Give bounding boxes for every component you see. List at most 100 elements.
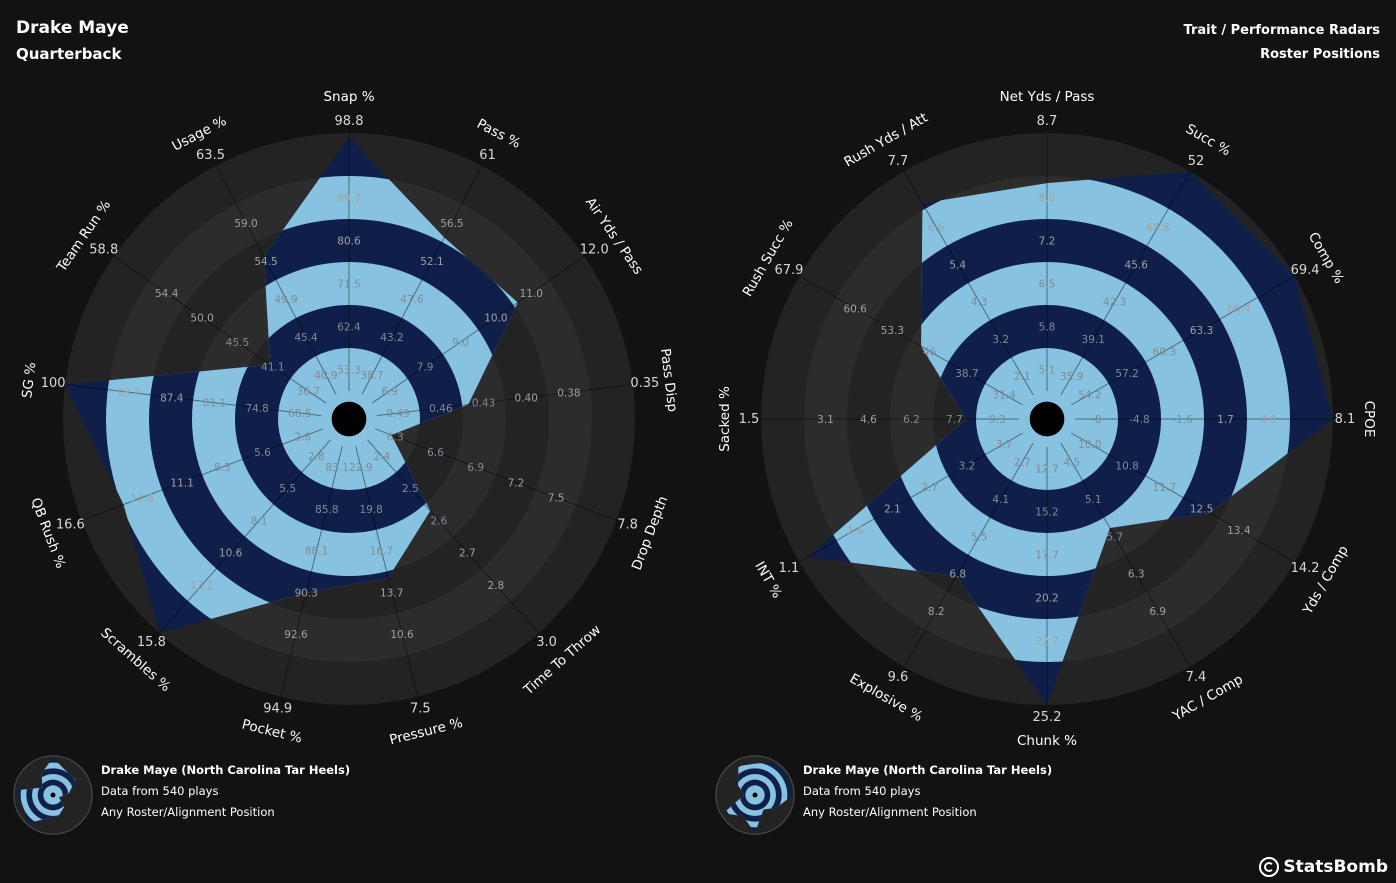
- tick-label: 3.7: [996, 439, 1013, 451]
- tick-label: 2.1: [884, 503, 901, 515]
- axis-label-qb-rush: QB Rush %: [27, 496, 68, 571]
- tick-label: 11.7: [1153, 482, 1176, 494]
- legend-alignment: Any Roster/Alignment Position: [803, 805, 977, 819]
- tick-label: 3.1: [817, 414, 834, 426]
- tick-label: 2.8: [488, 580, 505, 592]
- tick-label: 7.9: [417, 361, 434, 373]
- tick-label: 53.3: [881, 325, 904, 337]
- tick-label: 7.2: [508, 477, 525, 489]
- tick-label: 93.7: [117, 387, 140, 399]
- tick-label: 12.5: [1190, 503, 1213, 515]
- report-subtitle: Roster Positions: [1260, 47, 1380, 62]
- tick-label: 40.9: [314, 370, 337, 382]
- tick-label: 7.5: [548, 493, 565, 505]
- radar-spoke: [376, 384, 633, 417]
- tick-label: 6.9: [467, 462, 484, 474]
- performance-radar-chart: 5.1 5.8 6.5 7.2 8.0 8.7 35.9 39.1 42.3 45.6 48.8 52…: [717, 89, 1377, 749]
- tick-label: 85.8: [315, 504, 338, 516]
- radar-spoke: [65, 384, 322, 417]
- tick-label: 3.2: [992, 334, 1009, 346]
- tick-label: 53.3: [337, 365, 360, 377]
- tick-label: 45.4: [294, 332, 318, 344]
- tick-label: 7.4: [1186, 670, 1207, 685]
- tick-label: 4.9: [1260, 414, 1277, 426]
- radar-spoke: [903, 442, 1034, 667]
- tick-label: 2.7: [1014, 457, 1031, 469]
- tick-label: 2.7: [921, 482, 938, 494]
- radar-spoke: [799, 275, 1024, 406]
- axis-label-sacked: Sacked %: [717, 386, 733, 452]
- tick-label: 12.0: [580, 243, 609, 258]
- tick-label: 7.5: [410, 701, 431, 716]
- tick-label: 5.5: [971, 531, 988, 543]
- tick-label: 11.0: [520, 288, 543, 300]
- tick-label: 20.2: [1035, 593, 1058, 605]
- tick-label: 6.6: [928, 222, 945, 234]
- tick-label: 19.8: [359, 504, 382, 516]
- radar-spoke: [158, 439, 331, 634]
- tick-label: 36.7: [297, 386, 320, 398]
- tick-label: 5.6: [254, 447, 271, 459]
- tick-label: 3.0: [536, 635, 557, 650]
- axis-label-pressure: Pressure %: [388, 715, 465, 748]
- tick-label: 41.1: [261, 361, 284, 373]
- tick-label: 13.8: [130, 493, 153, 505]
- tick-label: 13.2: [190, 580, 213, 592]
- tick-label: 50.0: [190, 313, 213, 325]
- tick-label: 2.8: [308, 451, 325, 463]
- tick-label: 38.7: [360, 370, 383, 382]
- radar-spoke: [215, 165, 337, 395]
- radar-center: [752, 792, 758, 798]
- axis-label-comp: Comp %: [1305, 230, 1347, 287]
- tick-label: 90.3: [295, 587, 318, 599]
- tick-label: 10.0: [1078, 439, 1101, 451]
- tick-label: 0.38: [557, 387, 580, 399]
- tick-label: -4.8: [1129, 414, 1150, 426]
- tick-label: 8.3: [214, 462, 231, 474]
- trait-radar-thumbnail: [13, 755, 93, 835]
- axis-label-cpoe: CPOE: [1361, 401, 1377, 438]
- tick-label: 9.3: [989, 414, 1006, 426]
- axis-label-yac-comp: YAC / Comp: [1169, 671, 1246, 724]
- radar-spoke: [113, 256, 327, 404]
- tick-label: 4.3: [971, 297, 988, 309]
- tick-label: 8.1: [1335, 412, 1356, 427]
- tick-label: 7.7: [946, 414, 963, 426]
- radar-spoke: [1070, 275, 1295, 406]
- tick-label: 6.9: [381, 386, 398, 398]
- tick-label: 6.3: [387, 432, 404, 444]
- tick-label: 3.2: [959, 460, 976, 472]
- tick-label: 66.4: [1227, 303, 1251, 315]
- tick-label: 0.40: [515, 392, 538, 404]
- thumbnail-border: [715, 755, 795, 835]
- tick-label: 22.9: [349, 462, 372, 474]
- tick-label: 9.6: [888, 670, 909, 685]
- tick-label: 42.3: [1103, 297, 1126, 309]
- tick-label: 48.8: [1146, 222, 1169, 234]
- tick-label: 17.7: [1035, 550, 1058, 562]
- tick-label: 60.6: [843, 303, 867, 315]
- axis-label-chunk: Chunk %: [1017, 733, 1077, 749]
- tick-label: 31.4: [992, 389, 1016, 401]
- tick-label: 7.8: [617, 518, 638, 533]
- tick-label: 35.9: [1060, 371, 1083, 383]
- tick-label: 5.7: [1106, 531, 1123, 543]
- tick-label: 45.5: [226, 337, 249, 349]
- tick-label: 5.4: [949, 259, 966, 271]
- tick-label: 0.49: [386, 408, 409, 420]
- tick-label: 8.7: [1037, 114, 1058, 129]
- radar-spoke: [799, 432, 1024, 563]
- tick-label: 11.1: [170, 477, 193, 489]
- tick-label: 57.2: [1115, 368, 1138, 380]
- radar-spoke: [280, 446, 343, 697]
- tick-label: 10.6: [219, 548, 243, 560]
- tick-label: 2.7: [459, 548, 476, 560]
- radar-spoke: [1060, 171, 1191, 396]
- axis-label-pass-disp: Pass Disp: [657, 347, 681, 412]
- tick-label: 0.35: [630, 376, 659, 391]
- tick-label: 2.1: [1014, 371, 1031, 383]
- tick-label: 80.6: [337, 236, 361, 248]
- player-name: Drake Maye: [16, 18, 129, 38]
- tick-label: 16.7: [370, 546, 393, 558]
- tick-label: 0.43: [472, 398, 495, 410]
